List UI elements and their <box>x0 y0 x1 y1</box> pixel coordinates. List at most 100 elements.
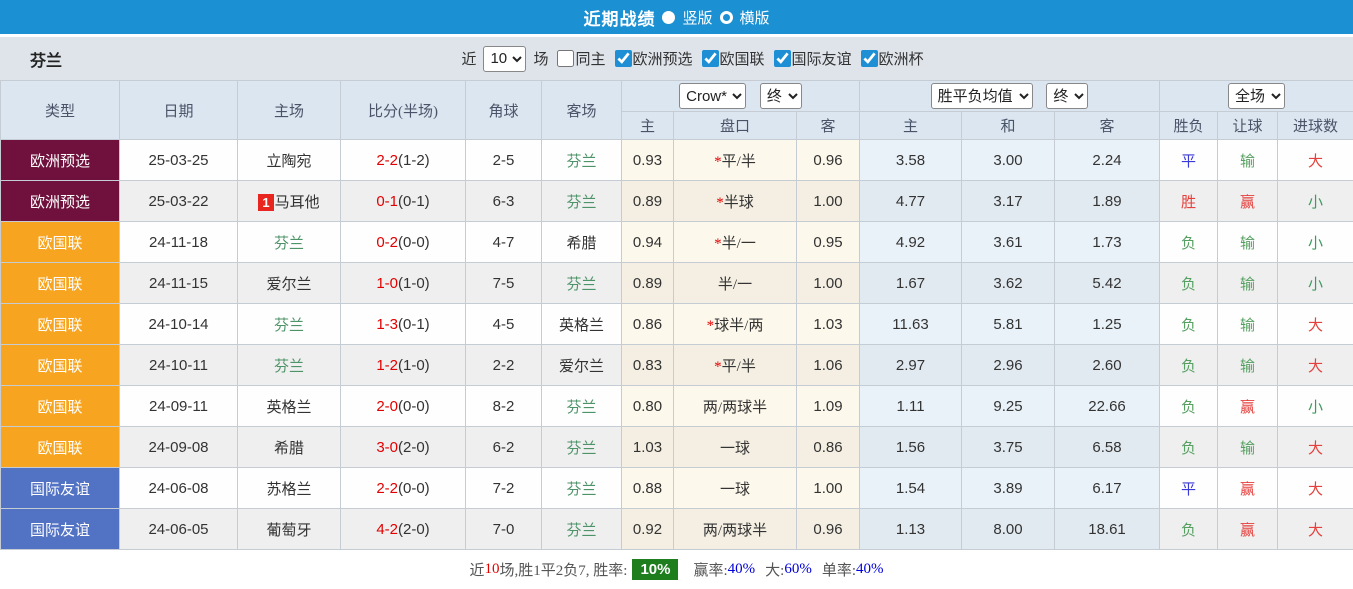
avg-draw-cell: 3.89 <box>961 467 1056 509</box>
avg-draw-cell: 3.17 <box>961 180 1056 222</box>
full-time-score: 1-0 <box>376 274 398 292</box>
away-odds-cell: 0.95 <box>795 221 861 263</box>
result-cell: 负 <box>1159 344 1219 386</box>
match-date: 24-06-05 <box>119 508 238 550</box>
euro-cup-checkbox[interactable] <box>860 50 878 67</box>
results-table: 类型 日期 主场 比分(半场) 角球 客场 Crow* 终 胜平负均值 终 全场… <box>0 80 1353 550</box>
horizontal-layout-radio[interactable] <box>719 10 733 24</box>
avg-draw-cell: 8.00 <box>961 508 1056 550</box>
home-team-name: 英格兰 <box>266 399 312 416</box>
result-cell: 平 <box>1159 139 1219 181</box>
col-header-handicap-result: 让球 <box>1217 111 1279 140</box>
away-team-name: 芬兰 <box>566 194 597 211</box>
avg-select-group: 胜平负均值 终 <box>859 80 1161 112</box>
summary-value-2: 40% <box>855 560 884 577</box>
home-odds-cell: 0.80 <box>621 385 674 427</box>
col-header-home: 主场 <box>237 80 341 140</box>
home-odds-cell: 1.03 <box>621 426 674 468</box>
games-label: 场 <box>533 52 549 68</box>
vertical-layout-radio[interactable] <box>662 10 676 24</box>
col-header-type: 类型 <box>0 80 120 140</box>
score-cell: 2-2(0-0) <box>340 467 466 509</box>
nations-league-checkbox[interactable] <box>701 50 719 67</box>
home-odds-cell: 0.83 <box>621 344 674 386</box>
avg-away-cell: 2.60 <box>1054 344 1161 386</box>
match-date: 24-06-08 <box>119 467 238 509</box>
result-cell: 负 <box>1159 262 1219 304</box>
filter-bar: 芬兰 近 10 场 同主 欧洲预选 欧国联 国际友谊 欧洲杯 <box>0 37 1353 80</box>
vertical-layout-label: 竖版 <box>682 10 713 27</box>
filter-checkbox-euro-cup: 欧洲杯 <box>855 48 924 69</box>
goals-result-cell: 小 <box>1277 180 1353 222</box>
odds-stage-select-2[interactable]: 终 <box>1046 83 1089 109</box>
euro-cup-label: 欧洲杯 <box>878 52 924 68</box>
col-header-corners: 角球 <box>465 80 542 140</box>
avg-away-cell: 6.17 <box>1054 467 1161 509</box>
handicap-cell: 一球 <box>673 426 797 468</box>
scope-select-group: 全场 <box>1159 80 1353 112</box>
filter-checkbox-euro-qual: 欧洲预选 <box>609 48 693 69</box>
match-type-badge: 欧国联 <box>0 426 120 468</box>
avg-draw-cell: 5.81 <box>961 303 1056 345</box>
odds-company-select[interactable]: Crow* <box>679 83 747 109</box>
euro-qual-checkbox[interactable] <box>614 50 632 67</box>
table-row: 欧国联 24-09-08 希腊 3-0(2-0) 6-2 芬兰 1.03 一球 0.86 1.56… <box>0 426 1353 468</box>
half-time-score: (1-0) <box>398 274 430 292</box>
half-time-score: (1-0) <box>398 356 430 374</box>
corners-cell: 7-5 <box>465 262 542 304</box>
avg-away-cell: 1.73 <box>1054 221 1161 263</box>
page-title: 近期战绩 <box>583 9 656 29</box>
home-team-name: 苏格兰 <box>266 481 312 498</box>
nations-league-label: 欧国联 <box>719 52 765 68</box>
recent-count-select[interactable]: 10 <box>483 45 527 72</box>
goals-result-cell: 大 <box>1277 426 1353 468</box>
full-time-score: 4-2 <box>376 520 398 538</box>
friendly-checkbox[interactable] <box>773 50 791 67</box>
home-team-name: 芬兰 <box>273 235 304 252</box>
avg-draw-cell: 3.62 <box>961 262 1056 304</box>
summary-mid: 场,胜1平2负7, 胜率: <box>499 562 628 579</box>
table-row: 欧洲预选 25-03-25 立陶宛 2-2(1-2) 2-5 芬兰 0.93 *平/半 0.96… <box>0 139 1353 181</box>
half-time-score: (0-1) <box>398 192 430 210</box>
table-row: 国际友谊 24-06-08 苏格兰 2-2(0-0) 7-2 芬兰 0.88 一球 1.00 1.… <box>0 467 1353 509</box>
star-mark: * <box>716 194 724 211</box>
away-team-name: 芬兰 <box>566 440 597 457</box>
home-team-cell: 1 马耳他 <box>237 180 341 222</box>
goals-result-cell: 小 <box>1277 262 1353 304</box>
away-team-name: 芬兰 <box>566 276 597 293</box>
handicap-result-cell: 输 <box>1217 344 1279 386</box>
avg-odds-select[interactable]: 胜平负均值 <box>930 83 1033 109</box>
rank-badge: 1 <box>258 193 274 211</box>
summary-value-0: 40% <box>727 560 756 577</box>
result-cell: 负 <box>1159 426 1219 468</box>
away-team-cell: 芬兰 <box>541 508 622 550</box>
score-cell: 0-2(0-0) <box>340 221 466 263</box>
corners-cell: 2-2 <box>465 344 542 386</box>
home-team-cell: 芬兰 <box>237 221 341 263</box>
handicap-result-cell: 输 <box>1217 262 1279 304</box>
odds-stage-select-1[interactable]: 终 <box>759 83 802 109</box>
handicap-cell: 两/两球半 <box>673 508 797 550</box>
match-scope-select[interactable]: 全场 <box>1228 83 1286 109</box>
match-type-badge: 欧国联 <box>0 262 120 304</box>
handicap-result-cell: 输 <box>1217 426 1279 468</box>
score-cell: 2-2(1-2) <box>340 139 466 181</box>
away-team-name: 芬兰 <box>566 399 597 416</box>
score-cell: 3-0(2-0) <box>340 426 466 468</box>
full-time-score: 0-2 <box>376 233 398 251</box>
avg-home-cell: 3.58 <box>859 139 963 181</box>
home-odds-cell: 0.93 <box>621 139 674 181</box>
table-row: 国际友谊 24-06-05 葡萄牙 4-2(2-0) 7-0 芬兰 0.92 两/两球半 0.9… <box>0 508 1353 550</box>
avg-home-cell: 1.13 <box>859 508 963 550</box>
away-odds-cell: 1.00 <box>795 467 861 509</box>
handicap-result-cell: 赢 <box>1217 180 1279 222</box>
avg-away-cell: 2.24 <box>1054 139 1161 181</box>
result-cell: 负 <box>1159 221 1219 263</box>
result-cell: 负 <box>1159 508 1219 550</box>
summary-label-1: 大: <box>765 562 785 579</box>
corners-cell: 7-2 <box>465 467 542 509</box>
same-home-checkbox[interactable] <box>557 50 575 67</box>
away-odds-cell: 0.86 <box>795 426 861 468</box>
away-team-cell: 芬兰 <box>541 467 622 509</box>
filter-checkbox-friendly: 国际友谊 <box>768 48 852 69</box>
